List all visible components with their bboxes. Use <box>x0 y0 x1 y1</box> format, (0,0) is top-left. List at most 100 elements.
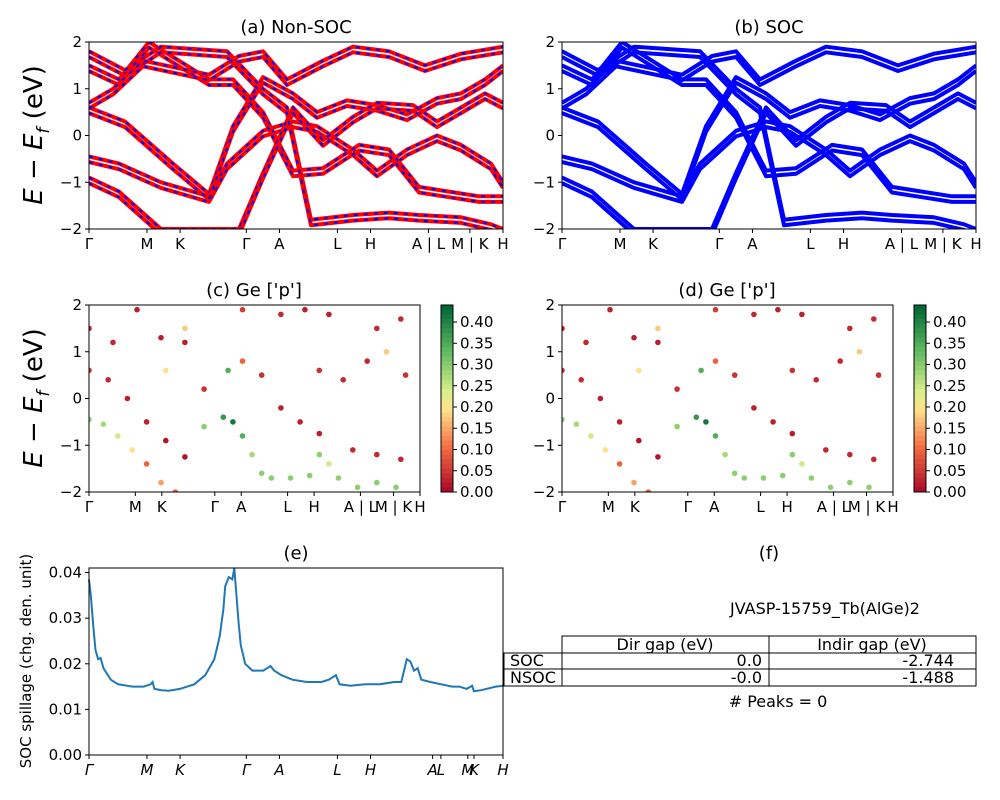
colorbar-tick-label: 0.35 <box>460 334 493 352</box>
band-line-dash <box>89 51 503 110</box>
x-tick-label: A <box>747 235 758 253</box>
colorbar-tick-label: 0.25 <box>460 377 493 395</box>
projected-point <box>631 334 637 341</box>
projected-point <box>813 377 819 383</box>
projected-point <box>789 430 796 437</box>
projected-point <box>770 419 776 425</box>
x-tick-label: M <box>602 498 615 516</box>
colorbar-segment <box>914 370 926 376</box>
y-tick-label: 0.00 <box>49 746 82 764</box>
colorbar-segment <box>914 403 926 409</box>
band-line <box>562 50 976 111</box>
x-tick-label: M | K <box>848 498 887 516</box>
colorbar-segment <box>441 356 453 362</box>
x-tick-label: A <box>274 235 285 253</box>
colorbar-segment <box>914 337 926 343</box>
colorbar-segment <box>914 361 926 367</box>
projected-point <box>402 372 409 378</box>
projected-point <box>354 484 361 491</box>
projected-point <box>326 311 332 318</box>
projected-point <box>636 367 642 374</box>
x-tick-label: L <box>437 761 445 779</box>
col-indir-gap: Indir gap (eV) <box>817 635 927 654</box>
projected-point <box>847 451 853 458</box>
colorbar-segment <box>914 356 926 362</box>
x-tick-label: M <box>461 761 474 779</box>
band-ylabel-top: E − Ef (eV) <box>19 65 54 205</box>
y-tick-label: −1 <box>60 436 82 454</box>
band-line <box>562 44 976 105</box>
colorbar-segment <box>441 459 453 465</box>
colorbar-segment <box>441 370 453 376</box>
colorbar-tick-label: 0.10 <box>933 441 966 459</box>
colorbar-segment <box>441 379 453 385</box>
x-tick-label: K <box>469 761 480 779</box>
projected-point <box>316 367 323 374</box>
band-line <box>562 63 976 196</box>
projected-point <box>143 419 150 425</box>
peaks-count: # Peaks = 0 <box>729 692 828 711</box>
x-tick-label: H <box>497 235 508 253</box>
svg-text:E − Ef (eV): E − Ef (eV) <box>19 328 54 468</box>
projected-point <box>172 489 179 492</box>
x-tick-label: Γ <box>211 498 220 516</box>
x-tick-label: L <box>756 498 765 516</box>
colorbar-segment <box>441 445 453 451</box>
colorbar-segment <box>914 314 926 320</box>
colorbar-segment <box>441 342 453 348</box>
y-tick-label: 0 <box>545 390 555 408</box>
band-ylabel-middle: E − Ef (eV) <box>19 328 54 468</box>
y-tick-label: 0.02 <box>49 655 82 673</box>
projected-point <box>588 433 594 439</box>
colorbar-segment <box>914 407 926 414</box>
colorbar-segment <box>441 407 453 414</box>
projected-point <box>239 433 246 439</box>
colorbar-segment <box>914 417 926 423</box>
projected-point <box>316 430 323 437</box>
colorbar-segment <box>914 412 926 418</box>
panel-f-title: (f) <box>759 543 779 564</box>
band-line-dash <box>89 92 503 229</box>
projected-point <box>158 479 164 486</box>
plot-frame <box>561 304 894 493</box>
y-tick-label: 1 <box>72 343 82 361</box>
colorbar-frame <box>440 304 454 493</box>
projected-point <box>278 311 284 318</box>
colorbar-tick-label: 0.40 <box>933 313 966 331</box>
colorbar-segment <box>914 347 926 353</box>
projected-point <box>364 358 371 364</box>
projected-point <box>722 451 728 458</box>
x-tick-label: A <box>236 498 247 516</box>
colorbar-segment <box>914 459 926 465</box>
projected-point <box>693 414 700 421</box>
projected-point <box>674 386 680 392</box>
colorbar-segment <box>914 305 926 311</box>
projected-point <box>779 472 786 479</box>
y-tick-label: −1 <box>533 436 555 454</box>
projected-point <box>789 367 796 374</box>
y-tick-label: 0.01 <box>49 700 82 718</box>
colorbar-segment <box>914 426 926 432</box>
x-tick-label: A | L <box>817 498 851 516</box>
y-tick-label: −2 <box>60 483 82 501</box>
projected-point <box>562 367 565 374</box>
colorbar-segment <box>441 309 453 315</box>
svg-text:E − Ef (eV): E − Ef (eV) <box>19 65 54 205</box>
colorbar-tick-label: 0.30 <box>933 356 966 374</box>
projected-point <box>278 405 284 411</box>
colorbar-tick-label: 0.00 <box>460 483 493 501</box>
projected-point <box>129 447 135 453</box>
projected-point <box>578 377 584 383</box>
projected-point <box>89 416 92 423</box>
colorbar-segment <box>914 398 926 404</box>
projected-point <box>712 306 719 313</box>
x-tick-label: M | K <box>451 235 490 253</box>
x-tick-label: A <box>426 761 437 779</box>
colorbar-segment <box>914 449 926 456</box>
row-soc-dir: 0.0 <box>737 651 762 670</box>
colorbar: 0.40 0.35 0.30 0.25 0.20 0.15 0.10 0.05 0.00 <box>913 304 966 501</box>
colorbar-segment <box>914 309 926 315</box>
y-tick-label: 1 <box>545 80 555 98</box>
info-panel: JVASP-15759_Tb(AlGe)2 Dir gap (eV) Indir… <box>503 599 977 711</box>
projected-point <box>655 325 661 332</box>
